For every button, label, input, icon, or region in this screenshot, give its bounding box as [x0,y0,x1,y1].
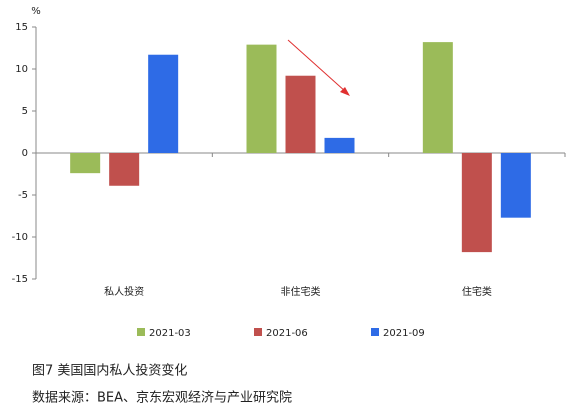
arrow-head [340,87,350,96]
y-tick-label: -5 [18,190,28,201]
bar [285,75,316,153]
bar [109,153,140,186]
caption: 图7 美国国内私人投资变化 [32,363,187,379]
legend-swatch [137,328,145,336]
x-tick-label: 非住宅类 [281,285,321,298]
bar [422,42,453,154]
y-tick-label: 0 [22,148,28,159]
y-tick-label: 5 [22,106,28,117]
y-tick-label: -10 [12,232,28,243]
bar [461,153,492,253]
y-tick-label: -15 [12,274,28,285]
y-unit: % [31,6,41,17]
annotation-arrow [287,39,347,93]
bar [70,153,101,174]
legend-swatch [254,328,262,336]
legend-label: 2021-03 [149,328,191,339]
x-tick-label: 住宅类 [462,285,492,298]
bar [148,54,179,153]
legend-label: 2021-06 [266,328,308,339]
y-tick-label: 10 [15,64,28,75]
legend-label: 2021-09 [383,328,425,339]
bar [246,44,277,153]
bar [324,137,355,153]
source: 数据来源：BEA、京东宏观经济与产业研究院 [32,391,292,406]
bar [500,153,531,218]
x-tick-label: 私人投资 [104,285,144,298]
legend-swatch [371,328,379,336]
y-tick-label: 15 [15,22,28,33]
